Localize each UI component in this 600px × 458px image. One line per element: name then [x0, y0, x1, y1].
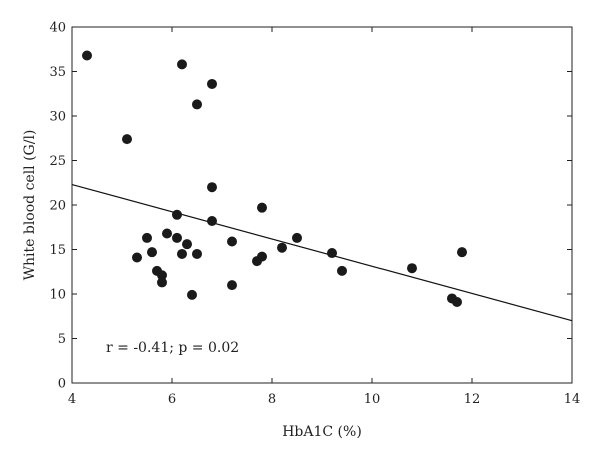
- data-point: [172, 209, 182, 220]
- regression-line: [71, 183, 573, 322]
- correlation-annotation: r = -0.41; p = 0.02: [106, 340, 239, 356]
- x-tick-label: 14: [564, 392, 581, 407]
- plot-area: 4 6 8 10 12 14 0 5 10 15 20 25 30 35 40: [49, 21, 580, 408]
- data-point: [132, 252, 142, 263]
- data-point: [227, 236, 237, 247]
- data-point: [277, 242, 287, 253]
- y-tick-label: 35: [49, 65, 66, 80]
- x-tick-label: 8: [268, 392, 276, 407]
- data-point: [82, 50, 92, 61]
- y-tick-label: 10: [49, 288, 66, 303]
- data-point: [172, 232, 182, 243]
- y-tick-label: 40: [49, 21, 66, 36]
- data-point: [457, 247, 467, 258]
- data-point: [207, 216, 217, 227]
- y-tick-label: 5: [58, 332, 66, 347]
- data-point: [162, 228, 172, 239]
- data-point: [452, 297, 462, 308]
- data-point: [327, 248, 337, 259]
- y-axis-title: White blood cell (G/l): [22, 130, 38, 281]
- data-point: [407, 263, 417, 274]
- data-point: [122, 134, 132, 145]
- data-point: [157, 277, 167, 288]
- data-point: [192, 99, 202, 110]
- data-point: [227, 280, 237, 291]
- y-tick-label: 25: [49, 154, 66, 169]
- data-point: [187, 289, 197, 300]
- data-point: [157, 270, 167, 281]
- x-tick-label: 4: [68, 392, 76, 407]
- data-point: [147, 247, 157, 258]
- data-point: [177, 248, 187, 259]
- x-tick-label: 6: [168, 392, 176, 407]
- data-point: [257, 251, 267, 262]
- y-tick-label: 20: [49, 199, 66, 214]
- x-tick-label: 12: [464, 392, 481, 407]
- data-point: [257, 202, 267, 213]
- x-tick-label: 10: [364, 392, 381, 407]
- y-tick-label: 15: [49, 243, 66, 258]
- data-point: [207, 182, 217, 193]
- y-tick-label: 0: [58, 377, 66, 392]
- data-point: [292, 232, 302, 243]
- data-point: [182, 239, 192, 250]
- y-tick-label: 30: [49, 110, 66, 125]
- x-axis-title: HbA1C (%): [282, 424, 362, 440]
- data-point: [337, 265, 347, 276]
- data-point: [192, 248, 202, 259]
- data-point: [207, 78, 217, 89]
- data-point: [142, 232, 152, 243]
- data-point: [177, 59, 187, 70]
